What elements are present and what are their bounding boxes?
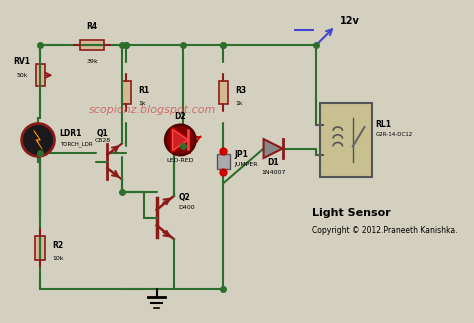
FancyBboxPatch shape bbox=[122, 81, 131, 104]
Text: R3: R3 bbox=[236, 86, 246, 95]
FancyBboxPatch shape bbox=[219, 81, 228, 104]
Text: 50k: 50k bbox=[16, 73, 28, 78]
Text: D1: D1 bbox=[267, 158, 279, 167]
Text: 39k: 39k bbox=[86, 59, 98, 64]
Text: 1N4007: 1N4007 bbox=[261, 170, 285, 174]
Text: Copyright © 2012.Praneeth Kanishka.: Copyright © 2012.Praneeth Kanishka. bbox=[312, 226, 457, 235]
Text: R1: R1 bbox=[138, 86, 150, 95]
Text: C828: C828 bbox=[95, 138, 111, 143]
Text: Q1: Q1 bbox=[97, 129, 109, 138]
Polygon shape bbox=[264, 139, 283, 158]
Text: Light Sensor: Light Sensor bbox=[312, 208, 391, 218]
Text: RV1: RV1 bbox=[14, 57, 31, 67]
Text: LDR1: LDR1 bbox=[60, 129, 82, 138]
Polygon shape bbox=[172, 128, 189, 152]
Text: LED-RED: LED-RED bbox=[166, 158, 194, 162]
Text: Q2: Q2 bbox=[178, 193, 190, 202]
FancyBboxPatch shape bbox=[320, 103, 372, 177]
Polygon shape bbox=[34, 130, 42, 150]
Text: D400: D400 bbox=[178, 205, 195, 210]
Text: 1k: 1k bbox=[236, 101, 243, 106]
Circle shape bbox=[22, 124, 55, 156]
Polygon shape bbox=[173, 130, 188, 150]
Text: 10k: 10k bbox=[52, 256, 64, 261]
Circle shape bbox=[165, 125, 195, 155]
Text: JP1: JP1 bbox=[234, 150, 248, 159]
FancyBboxPatch shape bbox=[36, 236, 45, 260]
Text: JUMPER: JUMPER bbox=[234, 162, 258, 167]
FancyBboxPatch shape bbox=[80, 40, 104, 50]
Text: scopionz.blogspot.com: scopionz.blogspot.com bbox=[89, 105, 216, 115]
FancyBboxPatch shape bbox=[218, 154, 229, 169]
Text: 12v: 12v bbox=[340, 16, 360, 26]
Text: R4: R4 bbox=[86, 22, 98, 31]
Text: R2: R2 bbox=[52, 241, 64, 250]
Text: TORCH_LDR: TORCH_LDR bbox=[60, 141, 92, 147]
FancyBboxPatch shape bbox=[36, 65, 45, 86]
Text: RL1: RL1 bbox=[375, 120, 391, 129]
Text: 1k: 1k bbox=[138, 101, 146, 106]
Text: G2R-14-DC12: G2R-14-DC12 bbox=[375, 132, 412, 137]
Text: D2: D2 bbox=[174, 112, 186, 121]
